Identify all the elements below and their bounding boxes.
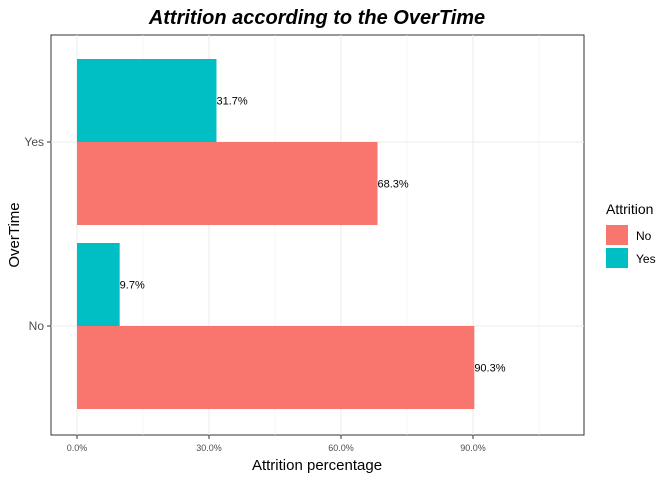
legend-label-yes: Yes <box>636 252 656 266</box>
y-tick-label: Yes <box>24 135 44 149</box>
legend-label-no: No <box>636 229 652 243</box>
legend: Attrition No Yes <box>606 201 656 268</box>
legend-key-no <box>606 225 628 245</box>
legend-title: Attrition <box>606 201 653 217</box>
bar-no-no <box>77 326 475 409</box>
x-tick-label: 30.0% <box>196 443 222 453</box>
x-axis: 0.0% 30.0% 60.0% 90.0% <box>67 435 486 453</box>
x-axis-title: Attrition percentage <box>252 457 382 474</box>
data-label-no-no: 90.3% <box>474 363 505 375</box>
data-labels: 90.3% 9.7% 68.3% 31.7% <box>120 96 506 375</box>
bar-no-yes <box>77 243 120 326</box>
chart-title: Attrition according to the OverTime <box>148 7 485 29</box>
x-tick-label: 90.0% <box>460 443 486 453</box>
bar-yes-yes <box>77 59 217 142</box>
bars <box>77 59 475 409</box>
legend-key-yes <box>606 248 628 268</box>
data-label-no-yes: 9.7% <box>120 280 145 292</box>
y-axis: No Yes <box>24 135 51 333</box>
y-tick-label: No <box>29 319 45 333</box>
bar-yes-no <box>77 142 378 225</box>
x-tick-label: 60.0% <box>328 443 354 453</box>
data-label-yes-yes: 31.7% <box>216 96 247 108</box>
x-tick-label: 0.0% <box>67 443 88 453</box>
y-axis-title: OverTime <box>6 202 23 267</box>
data-label-yes-no: 68.3% <box>378 179 409 191</box>
